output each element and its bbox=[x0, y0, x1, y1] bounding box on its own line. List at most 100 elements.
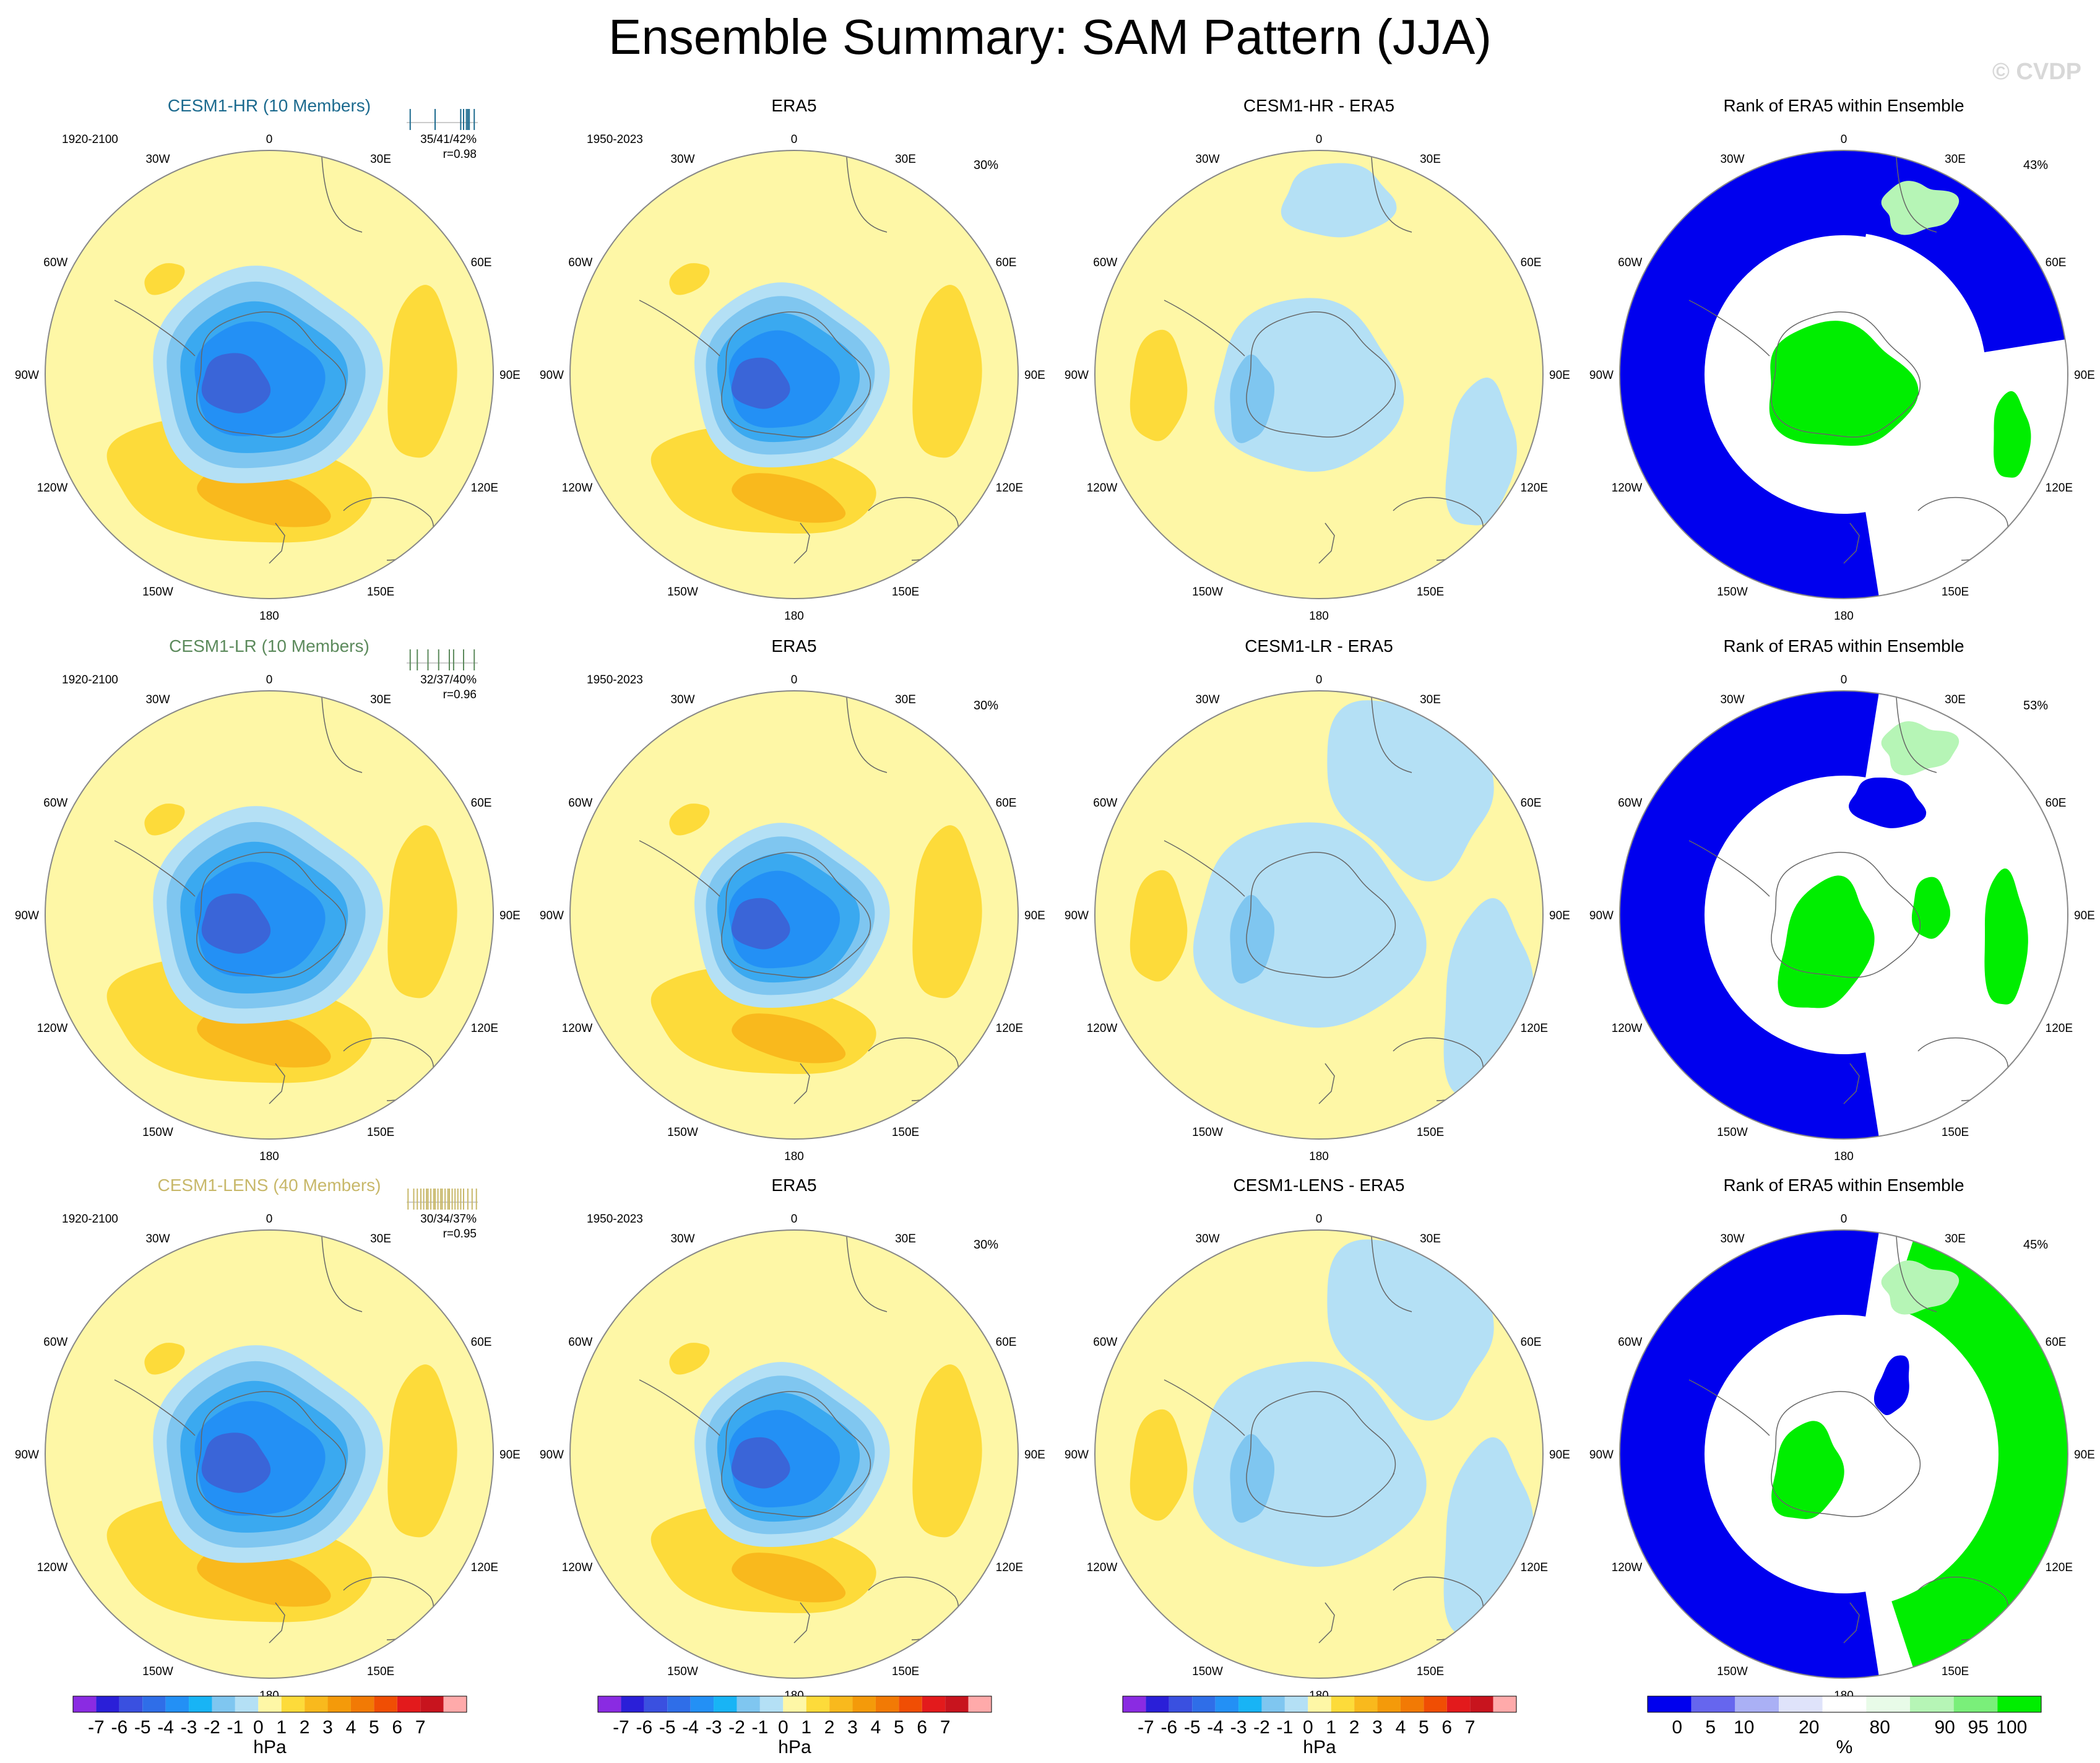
negative-anomaly-core bbox=[201, 893, 271, 954]
longitude-label-90W: 90W bbox=[540, 369, 564, 382]
panel-rank-row-3: 030E60E90E120E150E180150W120W90W60W30WRa… bbox=[1589, 1176, 2095, 1702]
colorbar-swatch bbox=[1446, 1696, 1471, 1712]
map-boundary bbox=[569, 150, 1019, 599]
longitude-label-120E: 120E bbox=[996, 1022, 1023, 1035]
negative-anomaly-core bbox=[201, 1432, 271, 1493]
difference-negative-core bbox=[1230, 894, 1275, 984]
colorbar-swatch bbox=[1953, 1696, 1998, 1712]
colorbar-swatch bbox=[350, 1696, 374, 1712]
colorbar-swatch bbox=[1866, 1696, 1910, 1712]
africa-coastline bbox=[1896, 1236, 1937, 1312]
longitude-label-30E: 30E bbox=[895, 693, 916, 706]
longitude-label-120E: 120E bbox=[471, 482, 498, 495]
longitude-label-120W: 120W bbox=[1087, 482, 1118, 495]
hpa-colorbar-2: -7 -6 -5 -4 -3 -2 -1 0 1 2 3 4 5 6 7 hPa bbox=[597, 1696, 992, 1757]
colorbar-swatch bbox=[443, 1696, 467, 1712]
colorbar-swatch bbox=[1146, 1696, 1169, 1712]
longitude-label-0: 0 bbox=[266, 1213, 273, 1226]
map-boundary bbox=[1094, 1229, 1544, 1679]
longitude-label-90E: 90E bbox=[1549, 1449, 1570, 1462]
colorbar-swatch bbox=[875, 1696, 899, 1712]
colorbar-tick-label: 3 bbox=[322, 1717, 333, 1738]
colorbar-tick-label: 5 bbox=[369, 1717, 379, 1738]
colorbar-swatch bbox=[119, 1696, 143, 1712]
colorbar-tick-label: 7 bbox=[1465, 1717, 1476, 1738]
south-america-coastline bbox=[1688, 840, 1770, 897]
south-america-coastline bbox=[639, 1379, 720, 1436]
colorbar-swatch bbox=[1400, 1696, 1424, 1712]
panel-obs-row-3: 030E60E90E120E150E180150W120W90W60W30WER… bbox=[540, 1176, 1045, 1702]
colorbar-swatch bbox=[1261, 1696, 1285, 1712]
longitude-label-60W: 60W bbox=[1618, 256, 1642, 269]
longitude-label-120W: 120W bbox=[37, 1561, 68, 1574]
longitude-label-150W: 150W bbox=[142, 586, 173, 599]
south-america-coastline bbox=[639, 300, 720, 357]
panel-model-row-3: 030E60E90E120E150E180150W120W90W60W30WCE… bbox=[15, 1176, 521, 1702]
colorbar-tick-label: -6 bbox=[1160, 1717, 1177, 1738]
diff-panel-title: CESM1-HR - ERA5 bbox=[1243, 96, 1394, 115]
longitude-label-60W: 60W bbox=[568, 797, 592, 810]
colorbar-frame bbox=[72, 1696, 467, 1713]
map-boundary bbox=[1094, 690, 1544, 1140]
colorbar-swatch bbox=[1123, 1696, 1146, 1712]
longitude-label-150W: 150W bbox=[1717, 1126, 1748, 1139]
variance-stats: 30/34/37% bbox=[420, 1213, 477, 1226]
longitude-label-60W: 60W bbox=[1093, 256, 1117, 269]
colorbar-swatch bbox=[1377, 1696, 1401, 1712]
pattern-correlation: r=0.96 bbox=[443, 688, 477, 701]
difference-negative-north bbox=[1327, 692, 1494, 882]
rank-low-band-north bbox=[1660, 150, 2068, 353]
colorbar-tick-label: -2 bbox=[728, 1717, 745, 1738]
new-zealand-coastline bbox=[793, 1063, 810, 1104]
longitude-label-30E: 30E bbox=[895, 153, 916, 166]
rank-high-polar bbox=[1769, 321, 1919, 446]
colorbar-tick-label: 4 bbox=[871, 1717, 881, 1738]
period-label: 1920-2100 bbox=[62, 133, 118, 146]
antarctica-coastline bbox=[721, 311, 871, 438]
longitude-label-0: 0 bbox=[1316, 1213, 1323, 1226]
map-boundary bbox=[1094, 150, 1544, 599]
longitude-label-30W: 30W bbox=[670, 693, 694, 706]
new-zealand-coastline bbox=[269, 1063, 285, 1104]
colorbar-tick-label: 4 bbox=[346, 1717, 356, 1738]
panel-obs-row-1: 0 30E 60E 90E 120E 150E 180 150W 120W 90W 60W 30W ER… bbox=[540, 96, 1045, 623]
model-panel-title: CESM1-HR (10 Members) bbox=[168, 96, 371, 115]
colorbar-tick-label: -3 bbox=[706, 1717, 722, 1738]
colorbar-tick-label: -2 bbox=[204, 1717, 220, 1738]
colorbar-tick-label: 95 bbox=[1968, 1717, 1989, 1738]
obs-panel-title: ERA5 bbox=[771, 1176, 816, 1195]
colorbar-tick-label: 20 bbox=[1799, 1717, 1819, 1738]
colorbar-tick-label: -4 bbox=[682, 1717, 699, 1738]
longitude-label-90E: 90E bbox=[2074, 369, 2095, 382]
panel-field bbox=[1095, 1230, 1543, 1678]
colorbar-frame bbox=[1122, 1696, 1517, 1713]
colorbar-unit: hPa bbox=[778, 1737, 811, 1757]
longitude-label-90E: 90E bbox=[1549, 369, 1570, 382]
rank-high-band-east bbox=[1891, 1237, 2068, 1671]
longitude-label-60E: 60E bbox=[2046, 1336, 2067, 1349]
longitude-label-90W: 90W bbox=[1065, 369, 1089, 382]
panel-field bbox=[1095, 150, 1543, 599]
variance-pct: 30% bbox=[974, 158, 998, 172]
colorbar-tick-label: -4 bbox=[157, 1717, 174, 1738]
antarctica-coastline bbox=[1771, 1391, 1921, 1517]
colorbar-tick-label: 4 bbox=[1396, 1717, 1406, 1738]
period-label: 1920-2100 bbox=[62, 674, 118, 687]
longitude-label-150W: 150W bbox=[667, 586, 698, 599]
longitude-label-30E: 30E bbox=[1945, 693, 1966, 706]
panel-obs-row-2: 0 30E 60E 90E 120E 150E 180 150W 120W 90W 60W 30W ER… bbox=[540, 636, 1045, 1163]
difference-negative-core bbox=[1230, 354, 1275, 443]
panel-field bbox=[1095, 691, 1543, 1139]
longitude-label-180: 180 bbox=[1834, 610, 1854, 623]
rank-panel-title: Rank of ERA5 within Ensemble bbox=[1723, 1176, 1964, 1195]
variance-pct: 30% bbox=[974, 1238, 998, 1252]
longitude-label-30W: 30W bbox=[1195, 153, 1219, 166]
positive-anomaly-northwest bbox=[669, 1343, 710, 1375]
colorbar-tick-label: -1 bbox=[227, 1717, 244, 1738]
colorbar-tick-label: 0 bbox=[1672, 1717, 1682, 1738]
rank-low-band-west bbox=[1620, 150, 1880, 599]
longitude-label-150W: 150W bbox=[667, 1665, 698, 1678]
longitude-label-90W: 90W bbox=[540, 1449, 564, 1462]
longitude-label-150E: 150E bbox=[367, 586, 394, 599]
